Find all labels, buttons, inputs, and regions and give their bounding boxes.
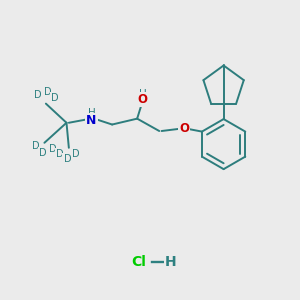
Text: O: O [137, 93, 148, 106]
Text: D: D [44, 87, 51, 98]
Text: H: H [165, 255, 176, 269]
Text: D: D [39, 148, 47, 158]
Text: D: D [56, 149, 63, 159]
Text: D: D [32, 141, 40, 151]
Text: D: D [52, 93, 59, 103]
Text: D: D [72, 149, 80, 159]
Text: Cl: Cl [131, 255, 146, 269]
Text: N: N [86, 114, 97, 127]
Text: O: O [179, 122, 189, 135]
Text: H: H [139, 89, 146, 100]
Text: D: D [64, 154, 71, 164]
Text: D: D [34, 90, 41, 100]
Text: H: H [88, 108, 95, 118]
Text: D: D [49, 144, 56, 154]
